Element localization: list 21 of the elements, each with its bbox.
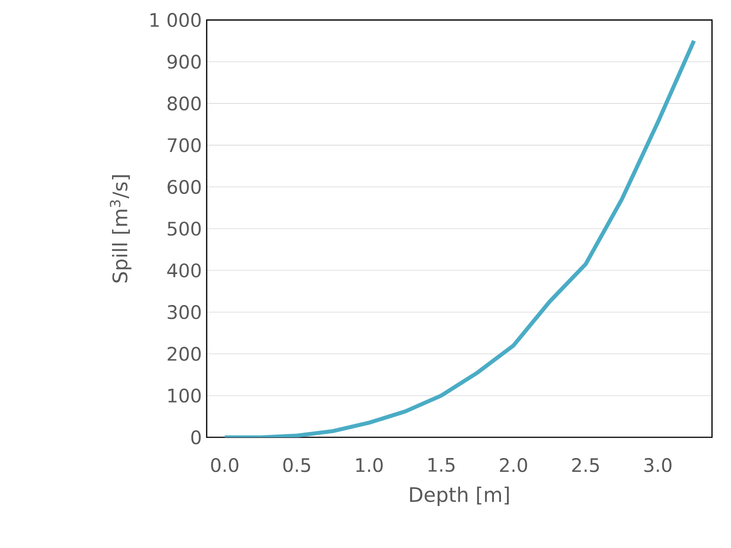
y-tick-label: 300 <box>168 305 201 320</box>
x-tick-label: 3.0 <box>644 458 672 472</box>
x-tick-label: 2.5 <box>572 458 599 472</box>
y-tick-label: 900 <box>168 54 201 69</box>
y-tick-label: 600 <box>168 180 201 194</box>
x-tick-label: 1.0 <box>356 458 383 472</box>
y-tick-label: 700 <box>168 138 201 152</box>
y-tick-label: 0 <box>191 430 201 444</box>
x-tick-label: 1.5 <box>428 458 454 472</box>
y-tick-label: 500 <box>168 222 201 236</box>
y-tick-label: 800 <box>168 96 201 111</box>
y-tick-label: 1 000 <box>150 12 201 28</box>
x-tick-label: 2.0 <box>500 458 528 472</box>
y-axis-title: Spill [m$^{3}$/s] <box>110 175 132 282</box>
y-tick-label: 100 <box>168 388 201 403</box>
x-tick-label: 0.5 <box>283 458 310 472</box>
x-tick-label: 0.0 <box>211 458 238 472</box>
line-series <box>222 38 696 438</box>
y-tick-label: 400 <box>167 263 201 278</box>
x-axis-title: Depth [m] <box>410 486 509 506</box>
y-tick-label: 200 <box>168 346 201 361</box>
